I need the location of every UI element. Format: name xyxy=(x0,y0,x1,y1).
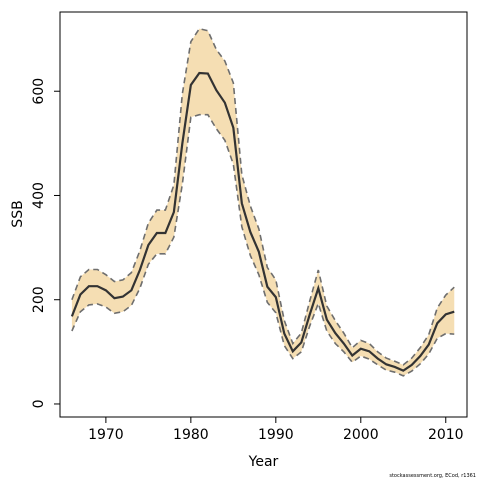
x-tick-label: 1970 xyxy=(88,427,124,443)
ssb-estimate-line xyxy=(70,71,455,372)
y-tick-label: 200 xyxy=(31,286,47,313)
confidence-band xyxy=(71,28,455,376)
x-tick-label: 1980 xyxy=(173,427,209,443)
upper-bound-line xyxy=(71,27,455,366)
y-tick-label: 0 xyxy=(31,400,47,409)
lower-bound-line xyxy=(71,113,455,377)
x-axis-title: Year xyxy=(248,454,279,470)
x-tick-label: 1990 xyxy=(258,427,294,443)
y-axis-title: SSB xyxy=(10,200,26,227)
credit-text: stockassessment.org, ECod, r1361 xyxy=(389,473,476,479)
y-tick-label: 600 xyxy=(31,78,47,105)
x-axis: 1970 1980 1990 2000 2010 xyxy=(88,417,464,443)
x-tick-label: 2010 xyxy=(428,427,464,443)
band-layer xyxy=(71,28,455,376)
line-layer xyxy=(70,27,455,377)
y-tick-label: 400 xyxy=(31,182,47,209)
x-tick-label: 2000 xyxy=(343,427,379,443)
y-axis: 0 200 400 600 xyxy=(31,78,60,409)
plot-frame xyxy=(59,11,468,418)
